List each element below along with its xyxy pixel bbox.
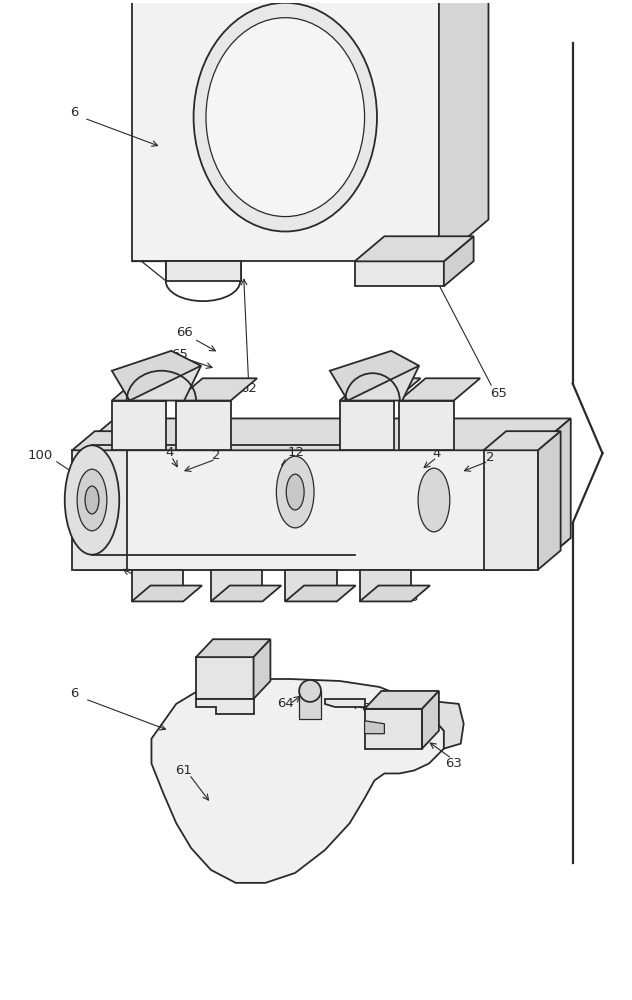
Polygon shape: [112, 378, 193, 401]
Polygon shape: [399, 401, 454, 450]
Polygon shape: [360, 586, 430, 601]
Polygon shape: [77, 450, 533, 570]
Ellipse shape: [418, 468, 450, 532]
Text: 2: 2: [70, 503, 78, 516]
Bar: [196, 657, 253, 699]
Polygon shape: [131, 586, 202, 601]
Polygon shape: [325, 699, 365, 707]
Polygon shape: [196, 639, 270, 657]
Ellipse shape: [299, 680, 321, 702]
Text: 64: 64: [277, 697, 294, 710]
Polygon shape: [176, 378, 257, 401]
Text: 62: 62: [361, 702, 378, 715]
Polygon shape: [253, 639, 270, 699]
Text: 60: 60: [262, 126, 279, 139]
Polygon shape: [112, 351, 201, 401]
Polygon shape: [131, 0, 439, 261]
Text: 12: 12: [288, 446, 305, 459]
Polygon shape: [72, 450, 126, 570]
Polygon shape: [439, 0, 489, 261]
Text: 2: 2: [212, 449, 220, 462]
Polygon shape: [211, 586, 281, 601]
Polygon shape: [330, 351, 419, 401]
Text: 63: 63: [195, 692, 212, 705]
Polygon shape: [176, 401, 231, 450]
Bar: [299, 691, 321, 719]
Ellipse shape: [193, 3, 377, 231]
Text: 63: 63: [446, 757, 462, 770]
Polygon shape: [483, 431, 561, 450]
Bar: [285, 570, 337, 601]
Polygon shape: [196, 699, 253, 714]
Polygon shape: [72, 431, 149, 450]
Polygon shape: [112, 401, 166, 450]
Text: 65: 65: [490, 387, 507, 400]
Text: 62: 62: [240, 382, 257, 395]
Ellipse shape: [77, 469, 107, 531]
Polygon shape: [365, 721, 384, 734]
Ellipse shape: [85, 486, 99, 514]
Text: 100: 100: [28, 449, 53, 462]
Polygon shape: [538, 431, 561, 570]
Bar: [365, 709, 422, 749]
Bar: [360, 570, 411, 601]
Polygon shape: [409, 699, 464, 749]
Polygon shape: [365, 691, 439, 709]
Polygon shape: [348, 366, 419, 401]
Polygon shape: [77, 418, 571, 450]
Ellipse shape: [64, 445, 119, 555]
Ellipse shape: [206, 18, 365, 217]
Polygon shape: [166, 261, 241, 281]
Polygon shape: [533, 418, 571, 570]
Polygon shape: [444, 236, 473, 286]
Text: 65: 65: [171, 348, 188, 361]
Bar: [131, 570, 183, 601]
Text: 2: 2: [486, 451, 495, 464]
Text: 6: 6: [70, 106, 78, 119]
Ellipse shape: [286, 474, 304, 510]
Polygon shape: [340, 378, 421, 401]
Polygon shape: [77, 538, 571, 570]
Polygon shape: [399, 378, 480, 401]
Text: 61: 61: [174, 764, 191, 777]
Polygon shape: [152, 679, 444, 883]
Polygon shape: [355, 261, 444, 286]
Text: 4: 4: [433, 447, 441, 460]
Polygon shape: [285, 586, 356, 601]
Polygon shape: [483, 450, 538, 570]
Text: 3: 3: [410, 591, 418, 604]
Polygon shape: [130, 366, 201, 401]
Text: 6: 6: [70, 687, 78, 700]
Text: 66: 66: [176, 326, 193, 339]
Text: 64: 64: [413, 724, 429, 737]
Text: 4: 4: [165, 446, 174, 459]
Bar: [211, 570, 262, 601]
Polygon shape: [355, 236, 473, 261]
Text: 1: 1: [135, 575, 144, 588]
Ellipse shape: [276, 456, 314, 528]
Polygon shape: [340, 401, 394, 450]
Polygon shape: [422, 691, 439, 749]
